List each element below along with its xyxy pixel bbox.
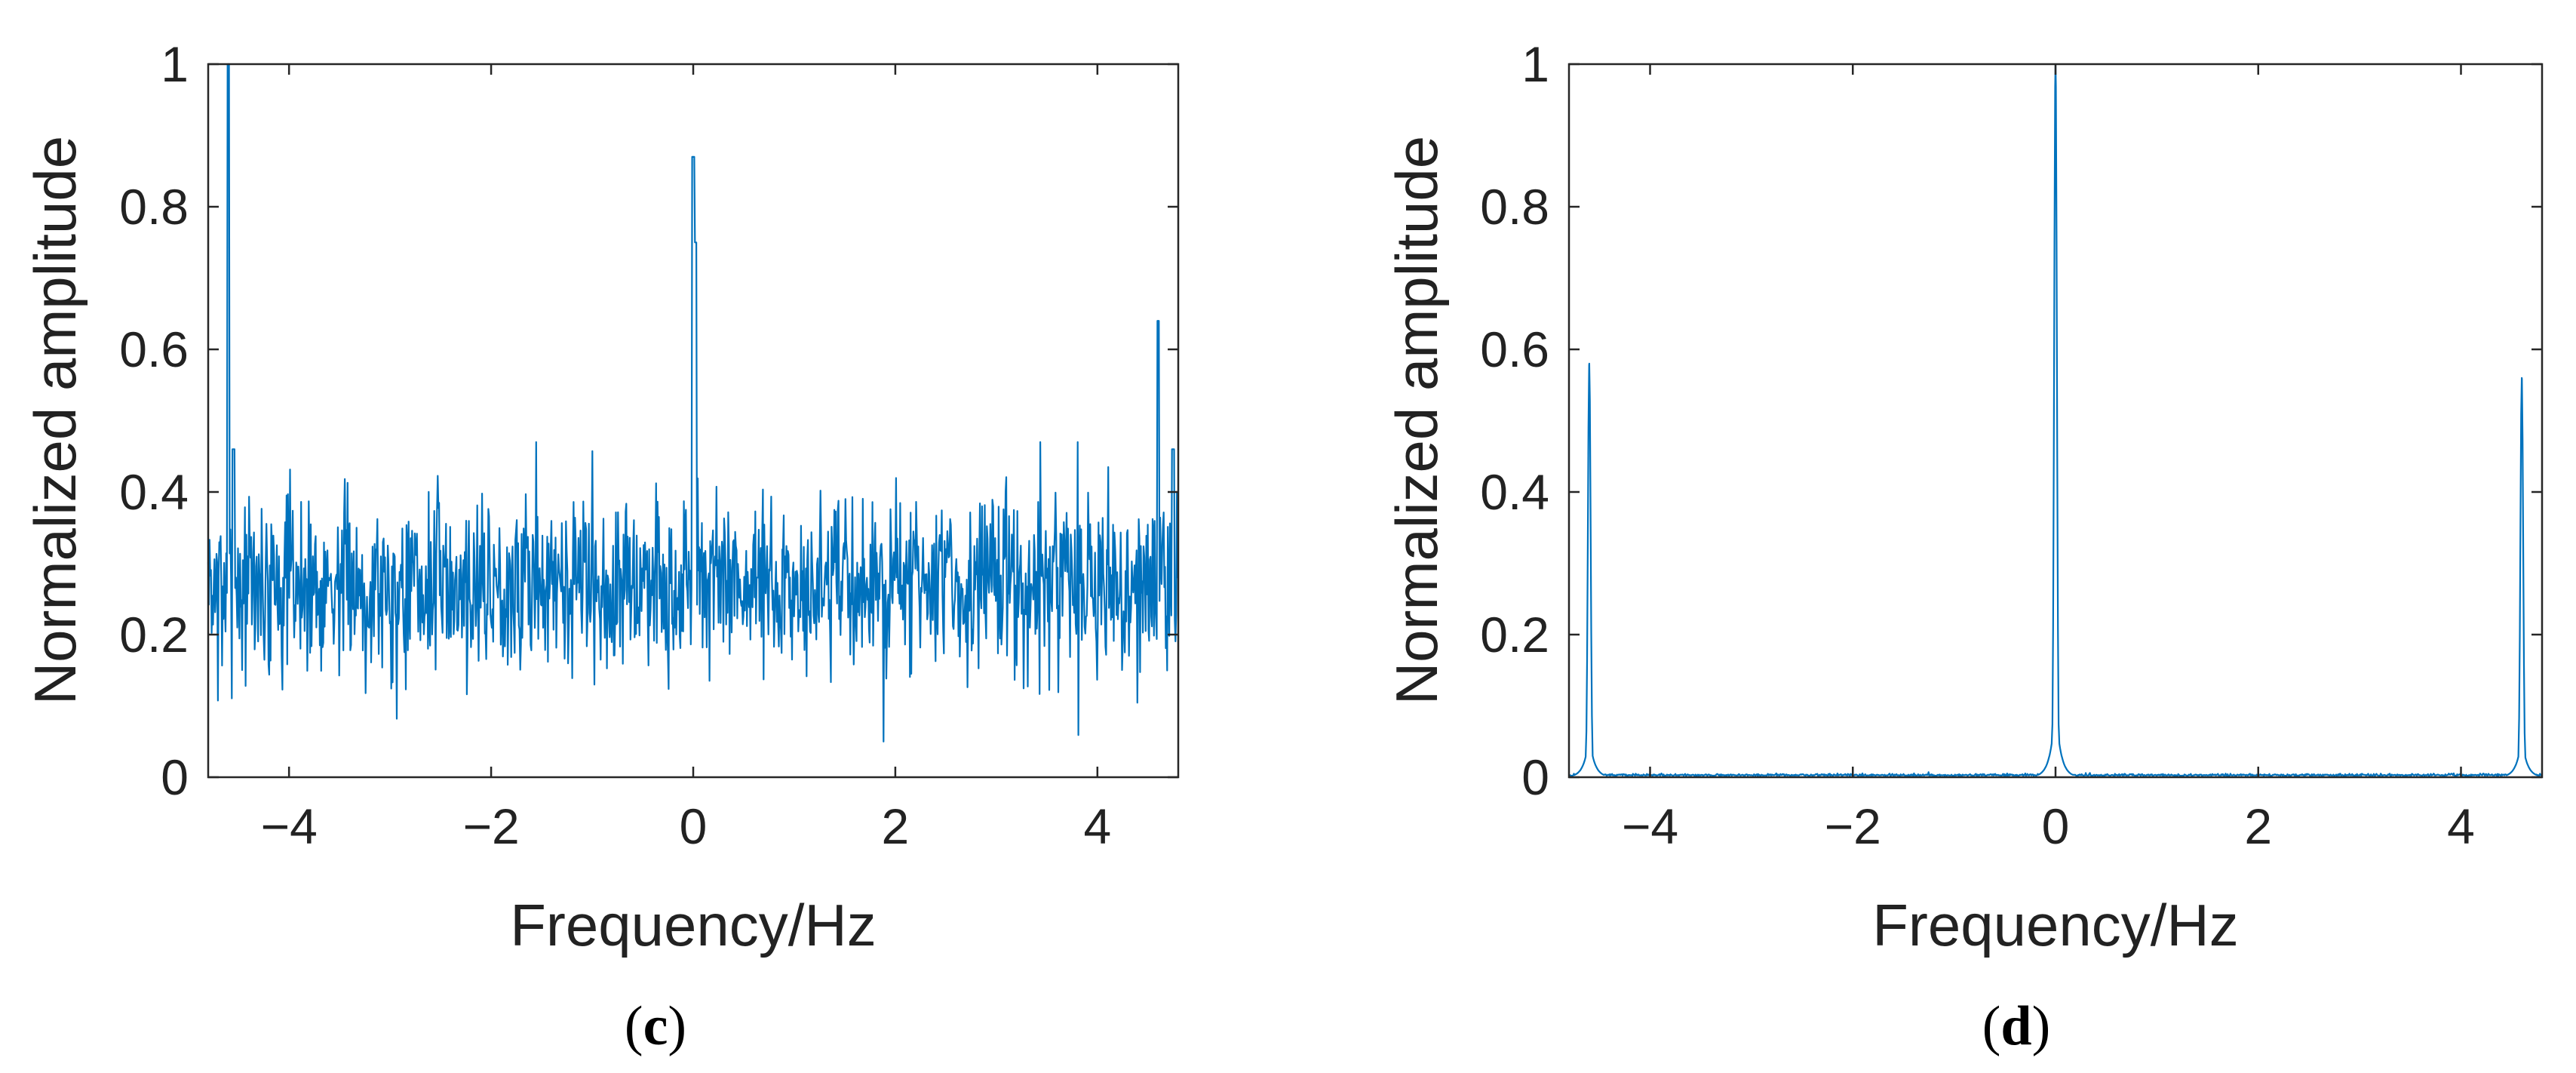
panel-d-x-axis: −4 −2 0 2 4 bbox=[1622, 64, 2475, 854]
panel-c-y-axis-title: Normalized amplitude bbox=[22, 136, 88, 705]
x-tick-label: −4 bbox=[261, 798, 318, 854]
panel-c-x-axis: −4 −2 0 2 4 bbox=[261, 64, 1111, 854]
x-tick-label: 0 bbox=[680, 798, 708, 854]
y-tick-label: 0.6 bbox=[119, 321, 189, 377]
panel-c-y-axis: 0 0.2 0.4 0.6 0.8 1 bbox=[119, 36, 1178, 805]
x-tick-label: −2 bbox=[462, 798, 519, 854]
panel-d-y-axis: 0 0.2 0.4 0.6 0.8 1 bbox=[1480, 36, 2542, 805]
y-tick-label: 0.8 bbox=[119, 179, 189, 235]
y-tick-label: 0.2 bbox=[119, 607, 189, 663]
y-tick-label: 0.4 bbox=[1480, 464, 1549, 520]
panel-d-label: (d) bbox=[1982, 995, 2050, 1057]
panel-d: −4 −2 0 2 4 0 0.2 0.4 0.6 0.8 1 Frequency/Hz Norm… bbox=[1383, 36, 2544, 1057]
spectrum-series-line bbox=[1568, 63, 2543, 777]
x-tick-label: 2 bbox=[2244, 798, 2272, 854]
y-tick-label: 1 bbox=[1521, 36, 1549, 92]
x-tick-label: 0 bbox=[2042, 798, 2070, 854]
panel-d-traces bbox=[1568, 63, 2543, 777]
y-tick-label: 1 bbox=[161, 36, 189, 92]
y-tick-label: 0.2 bbox=[1480, 607, 1549, 663]
y-tick-label: 0.4 bbox=[119, 464, 189, 520]
panel-c: −4 −2 0 2 4 0 0.2 0.4 0.6 0.8 1 Frequency/Hz Norm… bbox=[22, 36, 1180, 1057]
y-tick-label: 0.6 bbox=[1480, 321, 1549, 377]
y-tick-label: 0 bbox=[1521, 749, 1549, 805]
y-tick-label: 0.8 bbox=[1480, 179, 1549, 235]
panel-d-y-axis-title: Normalized amplitude bbox=[1383, 136, 1450, 705]
panel-d-letter: d bbox=[2000, 995, 2031, 1057]
panel-c-label: (c) bbox=[625, 995, 686, 1057]
x-tick-label: −2 bbox=[1825, 798, 1881, 854]
x-tick-label: 4 bbox=[2447, 798, 2475, 854]
panel-c-letter: c bbox=[643, 995, 668, 1057]
spectrum-series-line bbox=[207, 63, 1180, 742]
x-tick-label: 2 bbox=[882, 798, 910, 854]
panel-d-x-axis-title: Frequency/Hz bbox=[1872, 892, 2239, 958]
x-tick-label: −4 bbox=[1622, 798, 1678, 854]
panel-c-x-axis-title: Frequency/Hz bbox=[510, 892, 877, 958]
x-tick-label: 4 bbox=[1083, 798, 1111, 854]
panel-c-traces bbox=[207, 63, 1180, 742]
y-tick-label: 0 bbox=[161, 749, 189, 805]
panel-c-plot-frame bbox=[207, 63, 1180, 779]
